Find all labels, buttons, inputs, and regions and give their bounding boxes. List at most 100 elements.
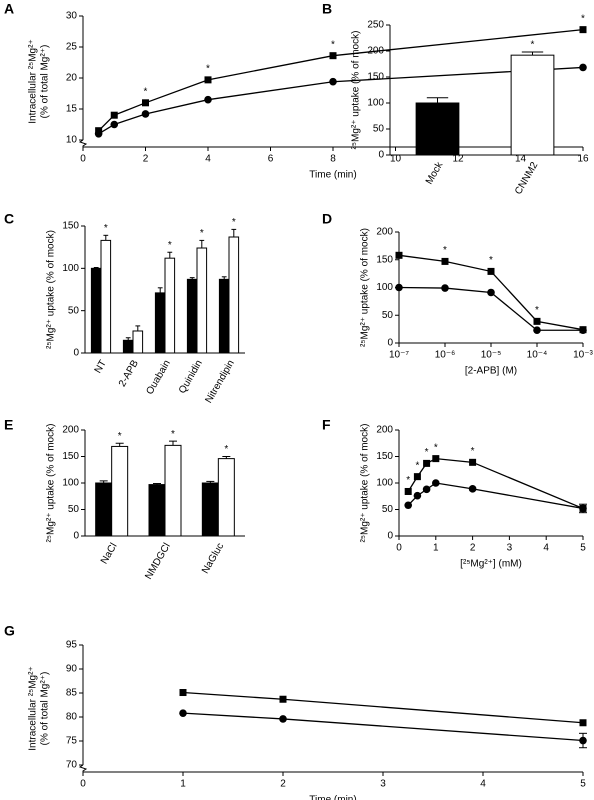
x-tick-label: 5	[580, 543, 586, 554]
x-tick-label: Ouabain	[144, 358, 172, 396]
y-tick-label: 150	[62, 451, 79, 462]
marker-square	[110, 111, 118, 119]
bar	[90, 267, 102, 354]
marker-circle	[579, 63, 587, 72]
x-tick-label: 4	[205, 154, 211, 165]
significance-label: *	[535, 305, 539, 316]
bar	[95, 482, 113, 537]
x-tick-label: CNNM2	[513, 160, 541, 197]
marker-square	[469, 458, 477, 466]
y-tick-label: 150	[376, 451, 393, 462]
y-tick-label: 25	[66, 42, 78, 53]
significance-label: *	[489, 255, 493, 266]
y-tick-label: 100	[62, 263, 79, 274]
panel-letter: D	[322, 211, 332, 227]
bar	[186, 278, 198, 354]
significance-label: *	[443, 245, 447, 256]
bar	[218, 278, 230, 354]
marker-square	[179, 689, 187, 697]
x-axis-label: [²⁵Mg²⁺] (mM)	[460, 559, 522, 570]
y-tick-label: 0	[73, 531, 79, 542]
marker-circle	[432, 479, 440, 487]
y-tick-label: 85	[66, 688, 78, 699]
y-tick-label: 95	[66, 640, 78, 651]
y-tick-label: 0	[378, 150, 384, 161]
panel-letter: F	[322, 417, 331, 433]
x-tick-label: NaGluc	[200, 541, 226, 575]
x-tick-label: 10⁻⁴	[527, 350, 548, 361]
bar	[415, 102, 460, 156]
marker-circle	[329, 77, 337, 86]
bar	[217, 458, 235, 537]
marker-circle	[94, 130, 103, 138]
y-tick-label: 75	[66, 736, 78, 747]
marker-circle	[579, 504, 587, 513]
panel-letter: B	[322, 1, 332, 17]
panel-letter: C	[4, 211, 14, 227]
marker-circle	[533, 326, 541, 335]
y-tick-label: 200	[376, 425, 393, 436]
x-tick-label: 16	[577, 154, 589, 165]
marker-square	[579, 719, 587, 727]
series-line	[98, 28, 584, 132]
bar	[100, 239, 112, 354]
y-tick-label: 100	[367, 98, 384, 109]
x-tick-label: 14	[515, 154, 527, 165]
marker-circle	[468, 485, 477, 493]
x-tick-label: 1	[180, 779, 186, 790]
marker-square	[395, 251, 403, 259]
significance-label: *	[144, 86, 148, 97]
y-tick-label: 50	[382, 504, 394, 515]
y-tick-label: 100	[62, 478, 79, 489]
x-tick-label: NaCl	[99, 541, 120, 566]
bar	[510, 54, 555, 156]
marker-circle	[404, 501, 413, 510]
significance-label: *	[224, 444, 228, 455]
x-tick-label: 8	[330, 154, 336, 165]
y-tick-label: 100	[376, 282, 393, 293]
x-tick-label: 2	[470, 543, 476, 554]
significance-label: *	[434, 442, 438, 453]
y-tick-label: 50	[382, 310, 394, 321]
bar	[122, 339, 134, 354]
x-tick-label: 2	[280, 779, 286, 790]
marker-circle	[579, 326, 587, 335]
marker-circle	[413, 491, 422, 500]
x-tick-label: 0	[396, 543, 402, 554]
x-tick-label: 6	[268, 154, 274, 165]
y-tick-label: 15	[66, 104, 78, 115]
significance-label: *	[415, 460, 419, 471]
x-tick-label: 10⁻⁵	[481, 350, 502, 361]
significance-label: *	[406, 475, 410, 486]
significance-label: *	[171, 429, 175, 440]
significance-label: *	[200, 228, 204, 239]
x-axis-label: [2-APB] (M)	[465, 366, 517, 377]
significance-label: *	[581, 13, 585, 24]
y-axis-label: ²⁵Mg²⁺ uptake (% of mock)	[46, 230, 57, 349]
y-tick-label: 200	[367, 46, 384, 57]
bar	[148, 484, 166, 537]
marker-square	[413, 473, 421, 481]
marker-square	[487, 267, 495, 275]
x-tick-label: 12	[452, 154, 464, 165]
bar	[132, 330, 144, 354]
x-tick-label: 3	[507, 543, 513, 554]
marker-circle	[204, 95, 212, 104]
x-axis-label: Time (min)	[309, 170, 356, 181]
x-tick-label: 4	[543, 543, 549, 554]
significance-label: *	[206, 64, 210, 75]
significance-label: *	[168, 240, 172, 251]
marker-square	[142, 99, 149, 107]
x-tick-label: Quinidin	[177, 358, 205, 395]
significance-label: *	[118, 431, 122, 442]
x-tick-label: 4	[480, 779, 486, 790]
y-axis-label: (% of total Mg²⁺)	[40, 672, 51, 746]
y-tick-label: 50	[68, 305, 80, 316]
bar	[164, 444, 182, 537]
y-tick-label: 150	[367, 72, 384, 83]
y-tick-label: 10	[66, 135, 78, 146]
significance-label: *	[331, 39, 335, 50]
x-tick-label: 1	[433, 543, 439, 554]
axis-break	[78, 139, 88, 147]
